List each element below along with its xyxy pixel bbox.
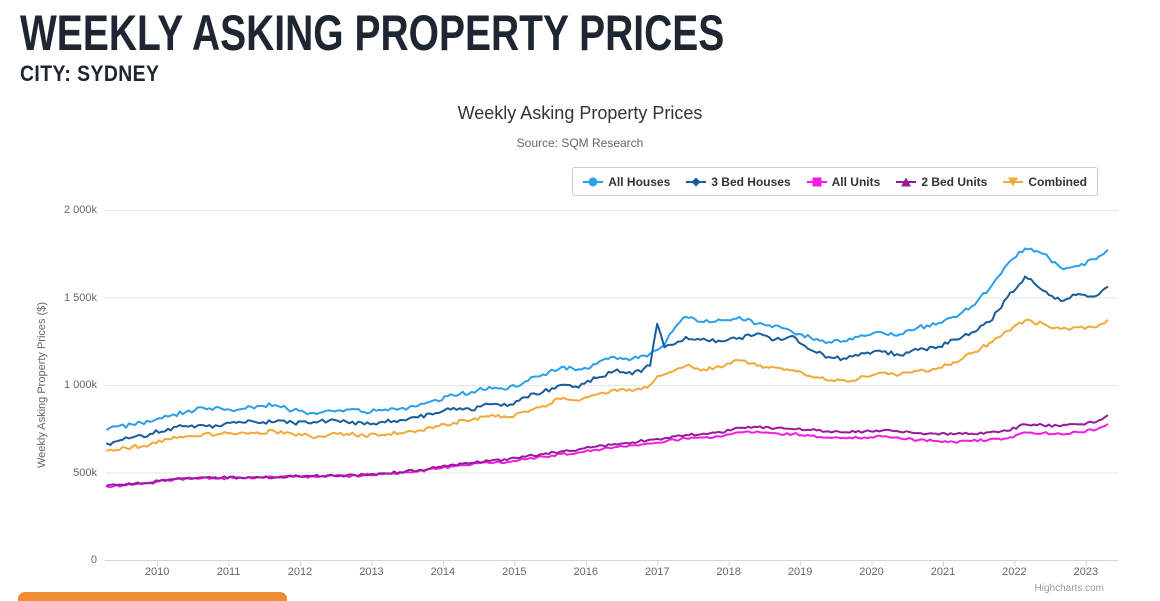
- y-axis-label: 1 000k: [63, 379, 97, 391]
- x-axis-label: 2013: [359, 566, 384, 578]
- y-axis-label: 500k: [73, 466, 97, 479]
- legend-item-2-bed-units[interactable]: 2 Bed Units: [896, 175, 987, 189]
- x-axis-label: 2015: [502, 566, 527, 578]
- series-line-combined[interactable]: [106, 318, 1109, 452]
- city-subtitle: CITY: SYDNEY: [20, 61, 160, 86]
- page-title: WEEKLY ASKING PROPERTY PRICES: [20, 5, 725, 61]
- x-axis-label: 2012: [287, 566, 313, 578]
- legend-label: Combined: [1028, 174, 1087, 189]
- x-axis-label: 2022: [1002, 566, 1027, 578]
- legend-label: 2 Bed Units: [921, 174, 988, 189]
- legend-item-3-bed-houses[interactable]: 3 Bed Houses: [686, 174, 791, 189]
- legend-label: All Houses: [608, 174, 671, 189]
- x-axis-label: 2018: [716, 566, 741, 578]
- x-axis-label: 2017: [644, 566, 670, 578]
- series-line-all-houses[interactable]: [106, 247, 1109, 431]
- legend-item-all-houses[interactable]: All Houses: [583, 175, 670, 189]
- x-axis-label: 2011: [216, 566, 241, 578]
- x-axis-label: 2019: [787, 566, 813, 578]
- y-axis-label: 2 000k: [63, 204, 97, 216]
- x-axis-label: 2016: [573, 566, 599, 578]
- x-axis-label: 2014: [430, 566, 456, 578]
- y-axis-label: 0: [90, 554, 97, 566]
- legend-label: All Units: [831, 174, 881, 189]
- all-houses-marker-icon: [583, 177, 604, 186]
- legend-label: 3 Bed Houses: [711, 174, 791, 189]
- orange-progress-bar: [18, 592, 287, 601]
- x-axis-label: 2021: [930, 566, 956, 578]
- highcharts-credits[interactable]: Highcharts.com: [1034, 583, 1104, 594]
- chart-subtitle: Source: SQM Research: [516, 136, 644, 150]
- chart-title: Weekly Asking Property Prices: [457, 103, 703, 123]
- 2-bed-units-marker-icon: [896, 177, 917, 186]
- y-axis-label: 1 500k: [63, 291, 97, 304]
- x-axis-label: 2020: [859, 566, 884, 578]
- legend-item-combined[interactable]: Combined: [1003, 175, 1087, 189]
- combined-marker-icon: [1003, 177, 1024, 186]
- x-axis-label: 2023: [1073, 566, 1099, 578]
- 3-bed-houses-marker-icon: [686, 177, 707, 186]
- series-line-3-bed-houses[interactable]: [106, 275, 1109, 446]
- legend-item-all-units[interactable]: All Units: [806, 174, 881, 189]
- x-axis-label: 2010: [144, 566, 170, 578]
- chart-legend: All Houses 3 Bed Houses All Units 2 Bed Uni…: [572, 167, 1098, 196]
- all-units-marker-icon: [806, 177, 827, 186]
- series-line-2-bed-units[interactable]: [106, 414, 1109, 487]
